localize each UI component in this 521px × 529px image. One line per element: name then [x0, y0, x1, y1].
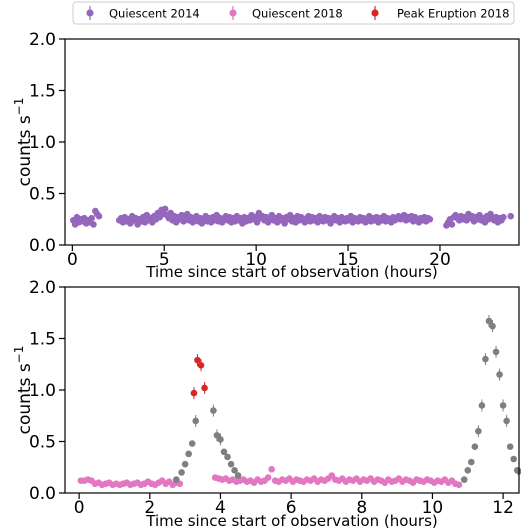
- legend-label-1: Quiescent 2018: [252, 7, 343, 21]
- bottom-point-series-1: [482, 355, 489, 363]
- bottom-point-series-1: [185, 450, 192, 458]
- bottom-point-series-1: [210, 407, 217, 414]
- top-y-tick-label: 2.0: [29, 30, 56, 50]
- top-x-ticks: 0 5 10 15 20: [67, 245, 451, 270]
- bottom-point-series-1: [489, 322, 496, 330]
- bottom-point-series-2: [190, 389, 198, 397]
- bottom-x-tick-label: 4: [215, 498, 226, 518]
- legend-label-2: Peak Eruption 2018: [397, 7, 510, 21]
- top-y-axis-title-sup: −1: [12, 98, 26, 116]
- top-y-axis-title: counts s−1: [12, 98, 35, 187]
- legend-marker-0: [86, 9, 94, 17]
- bottom-point-series-1: [503, 417, 510, 425]
- bottom-point-series-1: [471, 443, 479, 450]
- top-y-tick-label: 1.0: [29, 133, 56, 153]
- bottom-y-tick-label: 2.0: [29, 278, 56, 298]
- legend-marker-1: [229, 9, 237, 17]
- top-point-series-0: [161, 205, 169, 213]
- top-x-tick-label: 20: [429, 250, 451, 270]
- bottom-point-series-1: [468, 458, 475, 466]
- top-y-tick-label: 0.5: [29, 185, 56, 205]
- bottom-x-axis-title: Time since start of observation (hours): [145, 512, 438, 529]
- bottom-point-series-1: [181, 460, 189, 468]
- bottom-y-ticks: 0.0 0.5 1.0 1.5 2.0: [29, 278, 65, 504]
- legend-entry-0: Quiescent 2014: [86, 6, 200, 21]
- legend-entry-2: Peak Eruption 2018: [371, 6, 510, 21]
- bottom-y-tick-label: 1.5: [29, 330, 56, 350]
- bottom-point-series-1: [234, 472, 242, 479]
- bottom-point-series-0: [268, 466, 275, 473]
- top-point-series-0: [426, 215, 434, 223]
- legend-label-0: Quiescent 2014: [109, 7, 200, 21]
- bottom-point-series-1: [188, 440, 196, 447]
- legend: Quiescent 2014 Quiescent 2018 Peak Erupt…: [72, 1, 515, 25]
- bottom-point-series-2: [194, 356, 201, 364]
- top-point-series-0: [448, 221, 456, 228]
- top-x-tick-label: 0: [67, 250, 78, 270]
- bottom-y-axis-title: counts s−1: [12, 346, 35, 435]
- top-point-series-0: [95, 212, 103, 220]
- bottom-y-tick-label: 0.0: [29, 484, 56, 504]
- bottom-x-tick-label: 2: [144, 498, 155, 518]
- bottom-x-tick-label: 12: [492, 498, 514, 518]
- bottom-point-series-1: [192, 417, 200, 425]
- bottom-x-tick-label: 0: [74, 498, 85, 518]
- legend-frame: [72, 1, 515, 25]
- bottom-point-series-1: [499, 402, 507, 409]
- bottom-x-tick-label: 10: [422, 498, 444, 518]
- top-y-tick-label: 0.0: [29, 236, 56, 256]
- top-point-series-0: [500, 213, 507, 221]
- bottom-point-series-1: [496, 371, 503, 378]
- bottom-point-series-1: [231, 467, 238, 474]
- bottom-point-series-1: [172, 476, 180, 483]
- bottom-point-series-1: [464, 467, 472, 474]
- bottom-point-series-1: [224, 453, 231, 461]
- top-x-axis-title: Time since start of observation (hours): [145, 263, 438, 281]
- bottom-point-series-0: [264, 474, 272, 481]
- bottom-y-axis-title-main: counts s: [15, 363, 35, 434]
- bottom-x-tick-label: 8: [356, 498, 367, 518]
- bottom-point-series-1: [506, 443, 514, 450]
- bottom-y-tick-label: 1.0: [29, 381, 56, 401]
- top-y-tick-label: 1.5: [29, 82, 56, 102]
- bottom-plot-frame: [64, 286, 520, 494]
- top-point-series-0: [90, 221, 97, 228]
- bottom-points: [77, 314, 521, 489]
- bottom-point-series-1: [515, 468, 521, 475]
- bottom-point-series-1: [492, 348, 500, 356]
- top-x-tick-label: 15: [337, 250, 359, 270]
- bottom-point-series-1: [510, 455, 518, 463]
- bottom-point-series-1: [220, 448, 228, 456]
- top-x-tick-label: 10: [245, 250, 267, 270]
- bottom-point-series-1: [485, 317, 493, 325]
- top-points: [69, 205, 515, 229]
- bottom-y-axis-title-sup: −1: [12, 346, 26, 364]
- legend-marker-2: [371, 9, 379, 17]
- legend-entry-1: Quiescent 2018: [229, 6, 343, 21]
- bottom-x-ticks: 0 2 4 6 8 10 12: [74, 493, 514, 518]
- top-y-axis-title-main: counts s: [15, 115, 35, 186]
- bottom-point-series-0: [455, 481, 463, 489]
- chart-bottom: 0.0 0.5 1.0 1.5 2.0 0 2 4 6 8 10 12 Time since sta…: [12, 278, 521, 529]
- chart-top: 0.0 0.5 1.0 1.5 2.0 0 5 10 15 20 Time since star…: [12, 30, 520, 281]
- bottom-point-series-1: [475, 427, 482, 435]
- bottom-point-series-1: [227, 460, 235, 468]
- bottom-point-series-2: [201, 384, 208, 392]
- bottom-point-series-1: [178, 469, 185, 476]
- top-point-series-0: [507, 212, 515, 220]
- bottom-point-series-1: [460, 476, 468, 483]
- top-y-ticks: 0.0 0.5 1.0 1.5 2.0: [29, 30, 65, 256]
- top-x-tick-label: 5: [159, 250, 170, 270]
- bottom-point-series-1: [478, 402, 486, 409]
- bottom-x-tick-label: 6: [286, 498, 297, 518]
- top-point-series-0: [88, 214, 95, 222]
- bottom-y-tick-label: 0.5: [29, 433, 56, 453]
- bottom-point-series-2: [197, 361, 205, 369]
- bottom-point-series-1: [217, 436, 224, 443]
